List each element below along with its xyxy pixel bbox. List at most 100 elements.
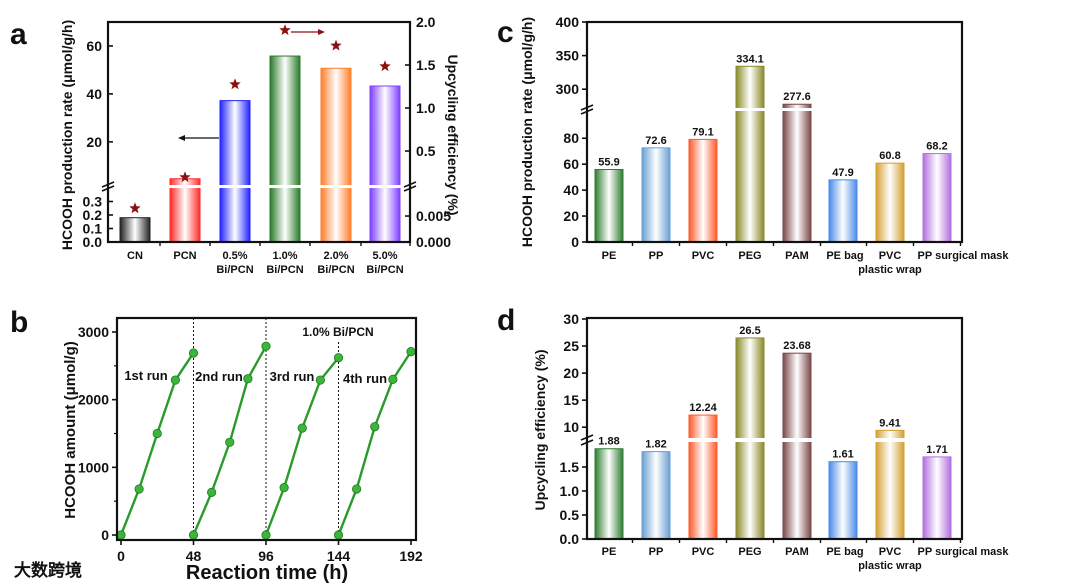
y-tick-label: 25 [563,338,579,354]
x-category-label: 5.0% [372,250,397,262]
panel-c: 55.9 72.6 79.1 334.1 277.6 47.9 60.8 68.2 0 20 40 6… [519,14,1009,276]
data-point [152,428,162,439]
y-tick-label: 60 [86,38,102,54]
y-tick-label: 0.1 [83,221,103,237]
x-category-label: 1.0% [272,250,297,262]
data-point [352,484,362,494]
bar [219,100,251,243]
bar [828,179,858,243]
run-label: 3rd run [270,369,315,384]
data-point [170,375,180,385]
efficiency-star-marker [330,39,342,51]
panel-label-d: d [497,304,515,337]
x-category-label: PE [602,250,617,262]
x-tick-label: 0 [117,548,125,564]
y-tick-label: 1.5 [560,459,580,475]
data-point [188,348,199,358]
plot-frame [106,20,412,244]
x-category-label: 0.5% [222,250,247,262]
x-axis-label: Reaction time (h) [186,562,348,584]
bar [269,55,301,243]
bar-value-label: 23.68 [783,340,811,352]
x-category-label: PVC [879,546,902,558]
data-point [261,341,271,351]
data-point [315,375,325,385]
run-label: 4th run [343,371,387,386]
bar [828,461,858,540]
y-tick-label: 0.0 [560,531,580,547]
data-point [333,530,344,540]
y-tick-label: 300 [556,81,580,97]
x-category-label: PVC [692,546,715,558]
bar [922,153,952,243]
data-point [261,530,271,540]
watermark: 大数跨境 [14,560,82,580]
x-category-label: CN [127,250,143,262]
bar [922,456,952,540]
x-category-label: PE bag [826,546,863,558]
x-category-label: PAM [785,546,809,558]
x-category-label: PAM [785,250,809,262]
y-tick-label: 1000 [78,459,109,475]
data-point [279,483,289,493]
y-axis-label-right: Upcycling efficiency (%) [445,54,461,215]
data-point [207,487,217,497]
x-tick-label: 144 [327,548,351,564]
y-tick-label-right: 0.005 [416,208,451,224]
bar-value-label: 79.1 [692,126,713,138]
bar [875,162,905,243]
right-axis-arrowhead [318,29,325,35]
bar [169,178,201,243]
bar [688,414,718,540]
efficiency-star-marker [129,202,141,214]
data-point [370,422,380,432]
x-category-label: PEG [738,250,761,262]
efficiency-star-marker [229,78,241,90]
bar [782,103,812,243]
y-tick-label: 350 [556,48,580,64]
bar-value-label: 60.8 [879,150,900,162]
y-tick-label: 40 [86,86,102,102]
bar [369,85,401,243]
y-tick-label-right: 2.0 [416,14,436,30]
data-point [243,374,253,384]
series-line [264,356,340,536]
y-tick-label: 0.0 [83,234,103,250]
bar [688,138,718,243]
data-point [388,374,398,384]
bar [641,451,671,540]
panel-a: 0.00.10.20.3 20 40 60 0.000 0.005 0.5 1.0 1.5 2.0… [59,14,461,276]
panel-d: 1.88 1.82 12.24 26.5 23.68 1.61 9.41 1.71 0.0 0.5… [532,311,1009,572]
x-category-label: Bi/PCN [216,264,253,276]
x-category-label: PP [649,546,664,558]
data-point [188,530,199,540]
sample-annotation: 1.0% Bi/PCN [302,325,373,339]
y-tick-label: 0.5 [560,507,580,523]
data-point [406,347,416,357]
y-tick-label: 60 [563,156,579,172]
y-axis-label: HCOOH amount (μmol/g) [62,341,79,519]
data-point [225,437,235,447]
y-axis-label: HCOOH production rate (μmol/g/h) [59,20,75,250]
bar-value-label: 1.61 [832,449,853,461]
bar-value-label: 334.1 [736,53,764,65]
bar-value-label: 1.82 [645,439,666,451]
run-label: 2nd run [195,369,243,384]
bar [782,352,812,540]
y-tick-label-right: 0.000 [416,234,451,250]
bar [641,147,671,243]
data-point [297,423,307,433]
y-tick-label-right: 1.0 [416,100,436,116]
bar-value-label: 26.5 [739,325,760,337]
y-tick-label: 0.2 [83,207,103,223]
x-category-label: PP surgical mask [918,250,1010,262]
efficiency-star-marker [379,60,391,72]
x-category-label: PVC [879,250,902,262]
y-tick-label: 20 [86,134,102,150]
y-tick-label: 0 [101,527,109,543]
y-tick-label: 40 [563,182,579,198]
y-tick-label: 20 [563,365,579,381]
x-category-label: PE bag [826,250,863,262]
bar [320,67,352,243]
